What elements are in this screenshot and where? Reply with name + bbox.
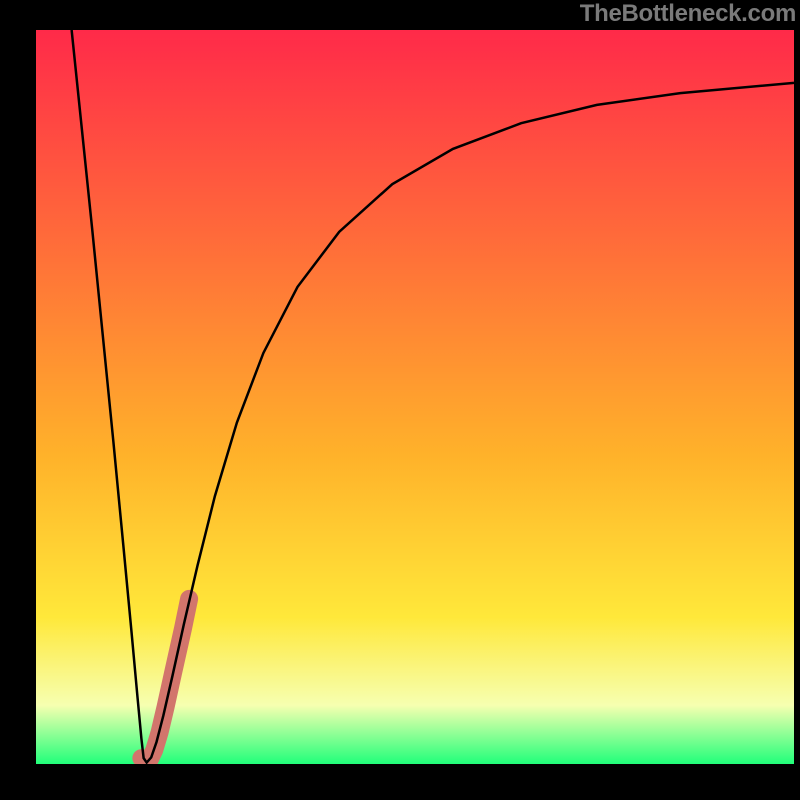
plot-area — [36, 30, 794, 764]
highlight-segment — [141, 599, 189, 761]
chart-container: TheBottleneck.com — [0, 0, 800, 800]
watermark: TheBottleneck.com — [580, 0, 796, 28]
curve-svg — [36, 30, 794, 764]
